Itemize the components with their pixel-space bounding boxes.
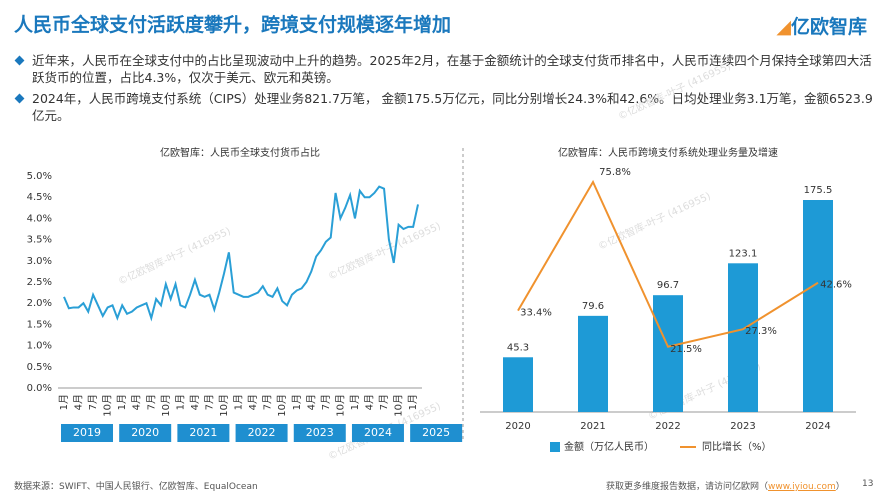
data-label: 27.3% [745, 326, 777, 337]
watermark: ©亿欧智库-叶子 (416955) [616, 59, 733, 123]
x-tick-label: 7月 [203, 394, 215, 410]
x-tick-label: 10月 [334, 394, 346, 417]
x-tick-label: 4月 [73, 394, 85, 410]
x-tick-label: 10月 [393, 394, 405, 417]
line [63, 185, 419, 322]
year-label: 2020 [131, 426, 159, 439]
note: ） [835, 482, 845, 492]
x-tick-label: 7月 [320, 394, 332, 410]
year-label: 2025 [422, 426, 450, 439]
footer-note: 获取更多维度报告数据，请访问亿欧网（www.iyiou.com） [606, 479, 845, 492]
x-tick-label: 2020 [505, 421, 530, 432]
legend-label: 金额（万亿人民币） [564, 440, 654, 453]
year-label: 2023 [306, 426, 334, 439]
data-label: 175.5 [804, 185, 833, 196]
x-tick-label: 10月 [276, 394, 288, 417]
page-number: 13 [862, 479, 874, 489]
x-tick-label: 1月 [349, 394, 361, 410]
year-band [119, 424, 172, 442]
bullet: 近年来，人民币在全球支付中的占比呈现波动中上升的趋势。2025年2月，在基于金额… [14, 52, 878, 86]
year-label: 2024 [364, 426, 392, 439]
bar [728, 263, 758, 412]
note: 获取更多维度报告数据，请访问亿欧网（ [606, 482, 769, 492]
x-tick-label: 7月 [262, 394, 274, 410]
y-tick-label: 0.5% [27, 362, 52, 373]
logo-text: 亿欧智库 [790, 16, 867, 38]
x-tick-label: 2024 [805, 421, 830, 432]
y-tick-label: 3.0% [27, 256, 52, 267]
x-tick-label: 7月 [87, 394, 99, 410]
y-tick-label: 4.0% [27, 213, 52, 224]
x-tick-label: 2023 [730, 421, 755, 432]
x-tick-label: 1月 [58, 394, 70, 410]
link[interactable]: www.iyiou.com [768, 482, 836, 492]
y-tick-label: 5.0% [27, 171, 52, 182]
watermark: ©亿欧智库-叶子 (416955) [596, 189, 713, 253]
x-tick-label: 1月 [291, 394, 303, 410]
x-tick-label: 1月 [233, 394, 245, 410]
y-tick-label: 3.5% [27, 235, 52, 246]
year-label: 2021 [189, 426, 217, 439]
data-label: 123.1 [729, 248, 758, 259]
bar [578, 315, 608, 412]
x-tick-label: 2021 [580, 421, 605, 432]
data-label: 21.5% [670, 344, 702, 355]
line [517, 179, 819, 348]
data-label: 96.7 [657, 280, 679, 291]
chart-title: 亿欧智库：人民币跨境支付系统处理业务量及增速 [558, 146, 778, 159]
x-tick-label: 7月 [378, 394, 390, 410]
year-band [177, 424, 230, 442]
bullet: 2024年，人民币跨境支付系统（CIPS）处理业务821.7万笔， 金额175.… [14, 90, 878, 124]
year-band [410, 424, 463, 442]
y-tick-label: 2.5% [27, 277, 52, 288]
x-tick-label: 4月 [247, 394, 259, 410]
data-label: 33.4% [520, 308, 552, 319]
data-label: 42.6% [820, 280, 852, 291]
legend-label: 同比增长（%） [702, 440, 772, 453]
x-tick-label: 4月 [305, 394, 317, 410]
chart-title: 亿欧智库：人民币全球支付货币占比 [160, 146, 320, 159]
data-label: 75.8% [599, 167, 631, 178]
x-tick-label: 1月 [116, 394, 128, 410]
y-tick-label: 1.5% [27, 319, 52, 330]
bar [653, 295, 683, 412]
x-tick-label: 2022 [655, 421, 680, 432]
bar [503, 357, 533, 412]
x-tick-label: 7月 [145, 394, 157, 410]
data-label: 45.3 [507, 342, 529, 353]
slide-title: 人民币全球支付活跃度攀升，跨境支付规模逐年增加 [14, 14, 452, 36]
x-tick-label: 4月 [131, 394, 143, 410]
y-tick-label: 2.0% [27, 298, 52, 309]
logo: ◢亿欧智库 [776, 16, 867, 38]
year-band [61, 424, 113, 442]
x-tick-label: 10月 [160, 394, 172, 417]
x-tick-label: 1月 [174, 394, 186, 410]
x-tick-label: 4月 [189, 394, 201, 410]
year-band [351, 424, 404, 442]
y-tick-label: 1.0% [27, 341, 52, 352]
x-tick-label: 10月 [218, 394, 230, 417]
bar [803, 200, 833, 412]
x-tick-label: 10月 [102, 394, 114, 417]
y-tick-label: 4.5% [27, 192, 52, 203]
legend-swatch [550, 442, 560, 452]
data-label: 79.6 [582, 301, 604, 312]
year-band [293, 424, 346, 442]
source: 数据来源：SWIFT、中国人民银行、亿欧智库、EqualOcean [14, 482, 258, 492]
watermark: ©亿欧智库-叶子 (416955) [326, 219, 443, 283]
x-tick-label: 1月 [407, 394, 419, 410]
year-label: 2019 [73, 426, 101, 439]
year-band [235, 424, 288, 442]
x-tick-label: 4月 [364, 394, 376, 410]
watermark: ©亿欧智库-叶子 (416955) [116, 224, 233, 288]
y-tick-label: 0.0% [27, 383, 52, 394]
year-label: 2022 [248, 426, 276, 439]
